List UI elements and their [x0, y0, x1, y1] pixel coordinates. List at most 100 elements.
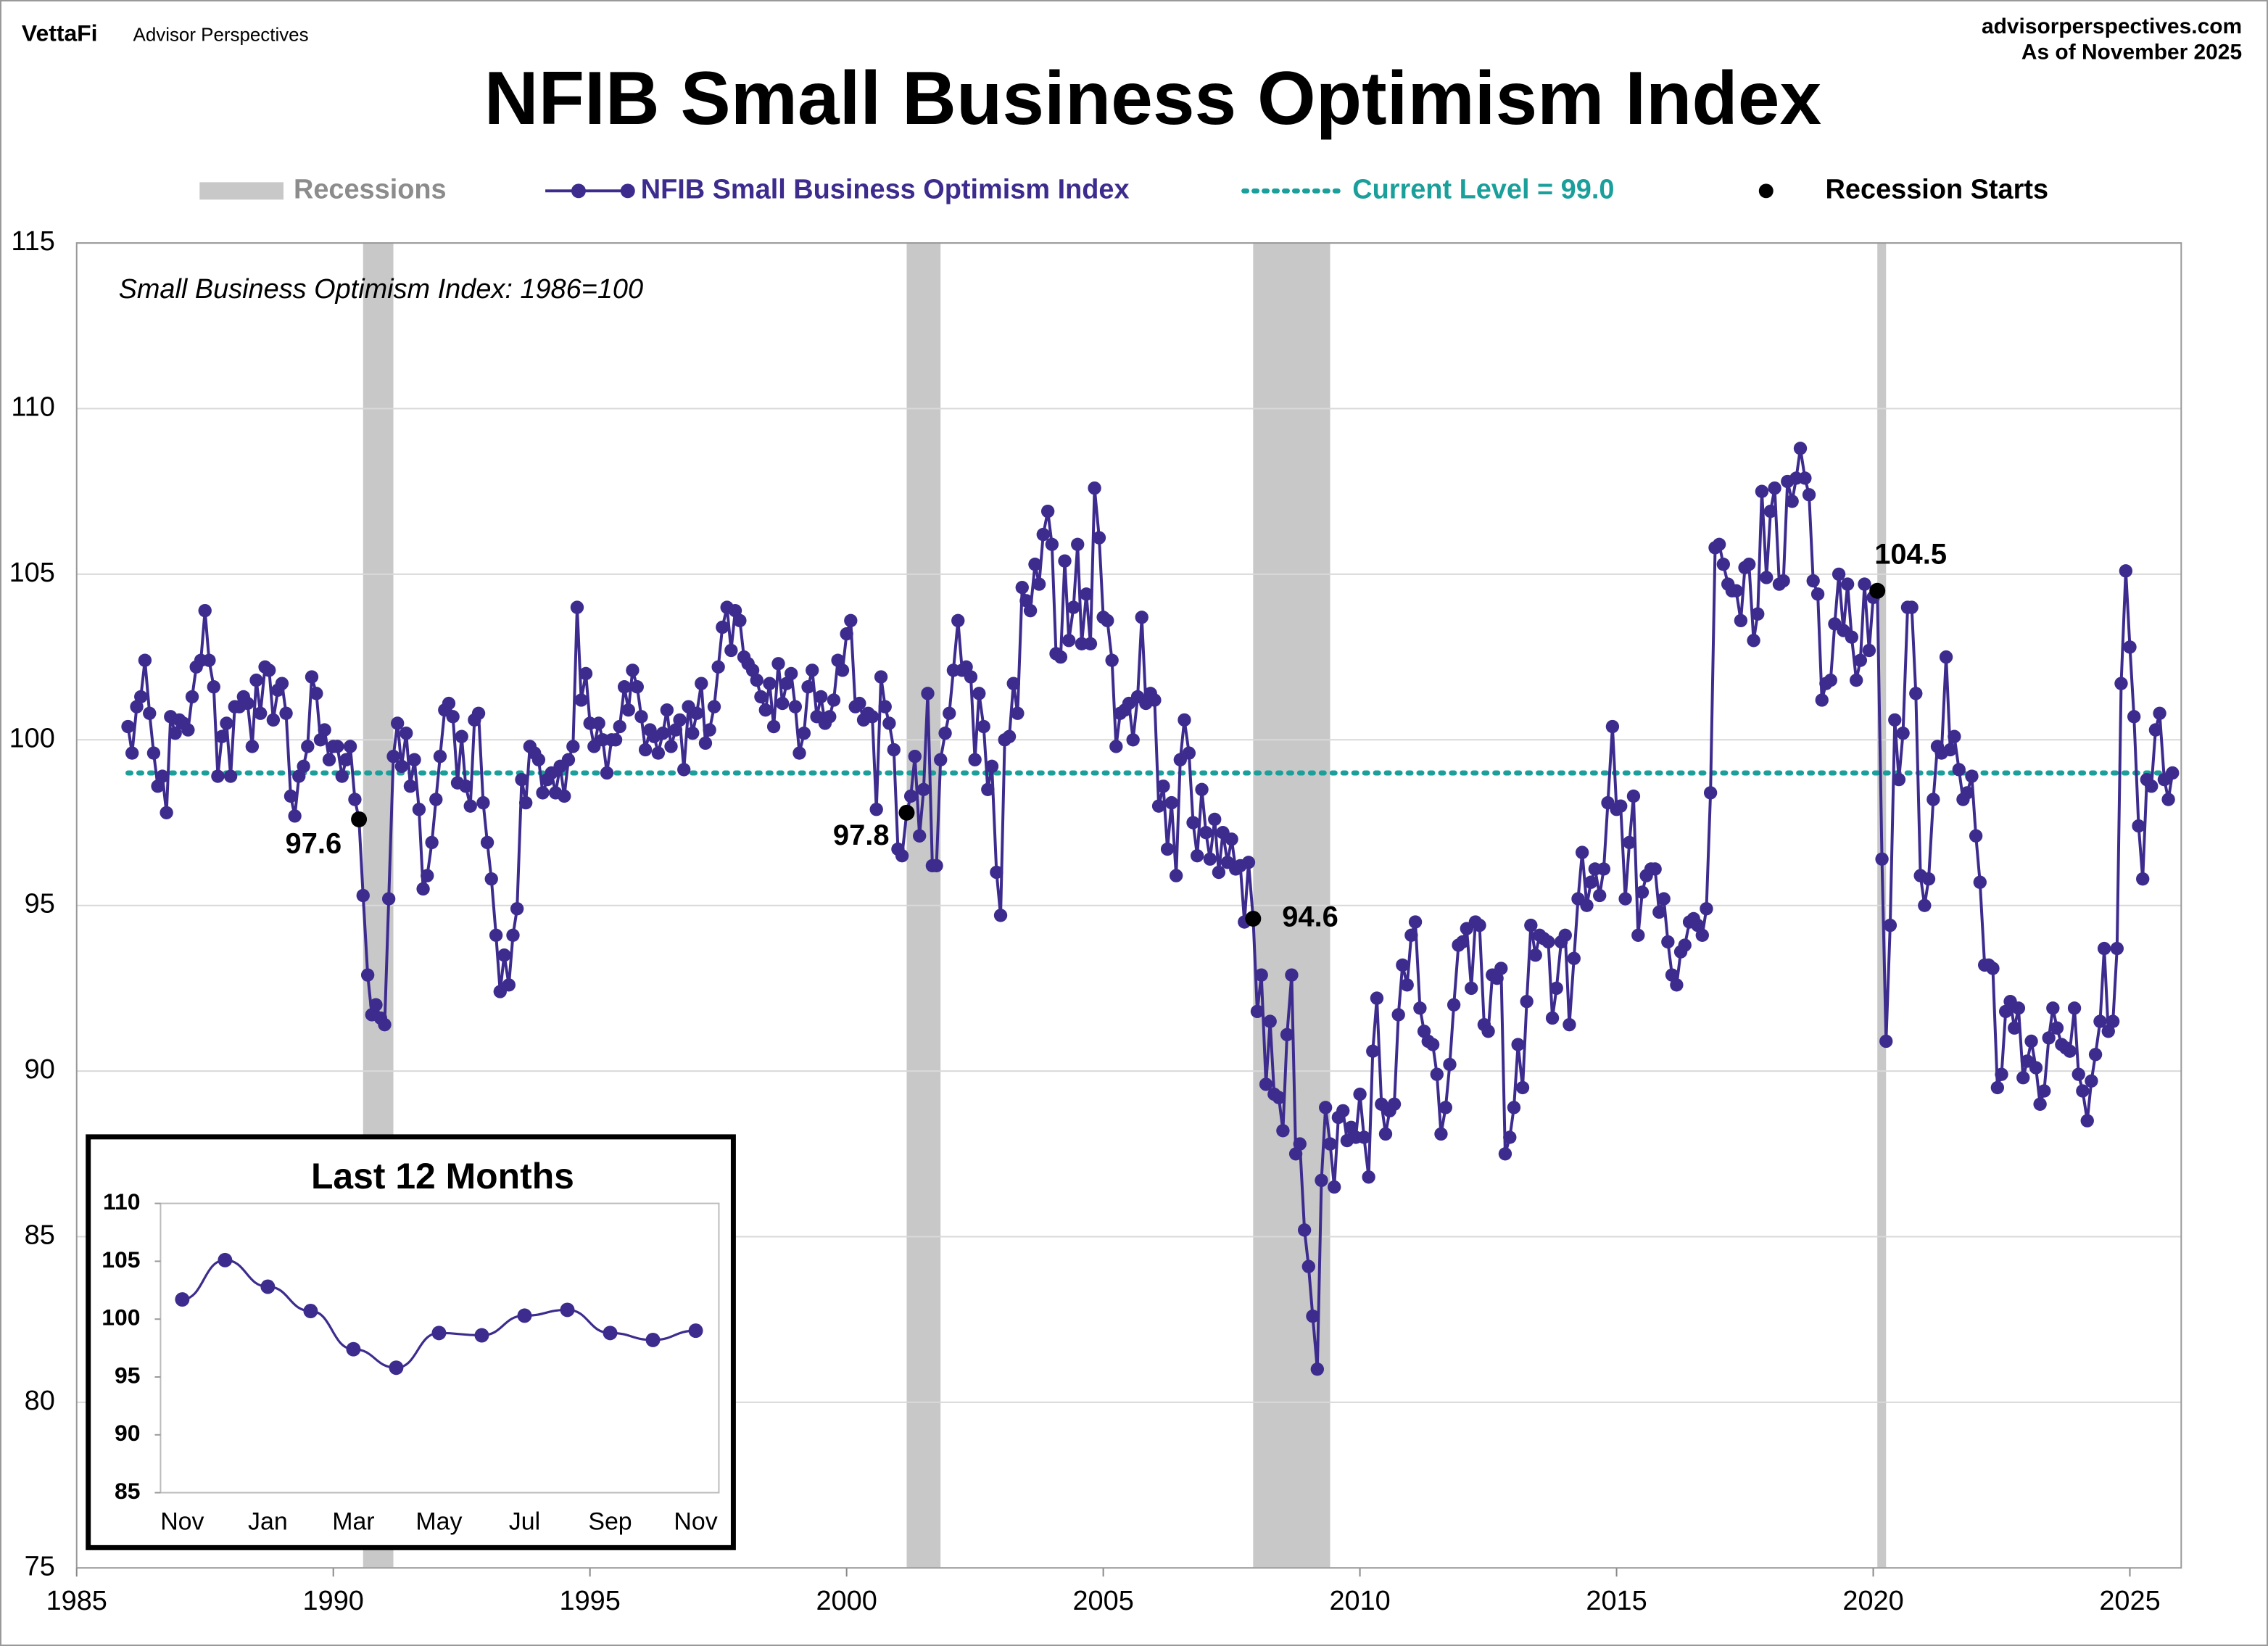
series-point	[1019, 594, 1033, 608]
series-point	[381, 892, 396, 906]
y-tick-label: 100	[9, 723, 55, 753]
series-point	[887, 743, 901, 757]
series-point	[1417, 1025, 1431, 1038]
series-point	[202, 653, 216, 667]
series-point	[471, 706, 486, 720]
series-point	[1520, 994, 1534, 1009]
series-point	[241, 696, 254, 711]
series-point	[831, 653, 845, 667]
series-point	[1101, 613, 1114, 628]
series-point	[1306, 1309, 1320, 1323]
inset-y-tick-label: 85	[115, 1478, 141, 1504]
series-point	[656, 726, 670, 740]
series-point	[1703, 786, 1718, 800]
series-point	[1751, 607, 1765, 621]
series-point	[1558, 928, 1572, 942]
inset-point	[688, 1323, 703, 1339]
recession-start	[898, 804, 915, 821]
series-point	[771, 657, 785, 671]
series-point	[1370, 991, 1384, 1005]
inset-point	[431, 1326, 447, 1341]
series-point	[2119, 564, 2133, 578]
series-point	[1164, 795, 1178, 810]
series-point	[1507, 1101, 1521, 1114]
series-point	[1580, 898, 1594, 912]
series-point	[1058, 554, 1072, 568]
series-point	[853, 696, 866, 711]
series-point	[1250, 1004, 1265, 1019]
inset-x-tick-label: Mar	[332, 1508, 374, 1535]
x-tick-label: 1990	[303, 1586, 364, 1616]
series-point	[750, 673, 763, 687]
series-point	[1511, 1038, 1525, 1051]
recession-start	[351, 811, 368, 827]
y-tick-label: 115	[11, 226, 54, 257]
series-point	[442, 696, 456, 711]
series-point	[1285, 968, 1299, 982]
series-point	[121, 719, 135, 734]
series-point	[1832, 567, 1846, 582]
series-point	[1328, 1180, 1341, 1194]
series-point	[1336, 1104, 1350, 1118]
series-point	[1905, 600, 1919, 614]
series-point	[1353, 1087, 1367, 1101]
legend-label: Recessions	[294, 174, 447, 204]
y-tick-label: 80	[25, 1386, 55, 1416]
series-point	[407, 753, 421, 766]
series-point	[1567, 951, 1581, 965]
series-point	[1810, 587, 1825, 601]
series-point	[2110, 941, 2124, 956]
series-point	[335, 769, 349, 783]
series-point	[835, 663, 850, 677]
series-point	[1635, 885, 1650, 899]
series-point	[1990, 1080, 2005, 1095]
series-point	[215, 729, 229, 743]
series-point	[1006, 677, 1020, 690]
series-point	[1952, 763, 1966, 777]
series-point	[1067, 600, 1080, 614]
series-point	[1969, 829, 1983, 843]
series-point	[1182, 746, 1196, 760]
series-point	[574, 693, 588, 707]
series-point	[1080, 587, 1093, 601]
series-point	[788, 700, 803, 714]
series-point	[480, 835, 494, 850]
series-point	[1648, 862, 1662, 876]
inset-point	[389, 1360, 404, 1376]
series-point	[1896, 726, 1910, 740]
series-point	[865, 710, 880, 724]
series-point	[1387, 1097, 1402, 1111]
series-point	[1040, 504, 1055, 518]
series-point	[1563, 1017, 1576, 1032]
series-point	[827, 693, 841, 707]
series-point	[1948, 729, 1961, 743]
series-point	[1015, 581, 1029, 595]
inset-y-tick-label: 90	[115, 1420, 141, 1446]
series-point	[322, 753, 336, 766]
series-point	[797, 726, 811, 740]
series-point	[1691, 918, 1705, 932]
series-point	[1425, 1038, 1440, 1051]
inset-y-tick-label: 110	[103, 1188, 140, 1215]
series-point	[1541, 935, 1555, 949]
series-point	[964, 670, 978, 684]
series-point	[1178, 713, 1191, 727]
series-point	[2106, 1014, 2120, 1028]
annotation: Small Business Optimism Index: 1986=100	[119, 274, 643, 305]
series-point	[1344, 1120, 1358, 1134]
series-point	[386, 749, 400, 764]
series-point	[981, 782, 995, 796]
series-point	[1742, 558, 1756, 571]
y-tick-label: 75	[25, 1551, 55, 1581]
series-point	[1793, 442, 1808, 455]
series-point	[1323, 1137, 1337, 1151]
y-tick-label: 110	[11, 392, 54, 423]
series-point	[617, 680, 632, 694]
series-point	[1254, 968, 1268, 982]
series-point	[484, 872, 498, 886]
series-point	[1225, 832, 1238, 846]
series-point	[2024, 1034, 2038, 1049]
series-point	[391, 716, 405, 730]
series-point	[220, 716, 233, 730]
series-point	[903, 789, 918, 803]
